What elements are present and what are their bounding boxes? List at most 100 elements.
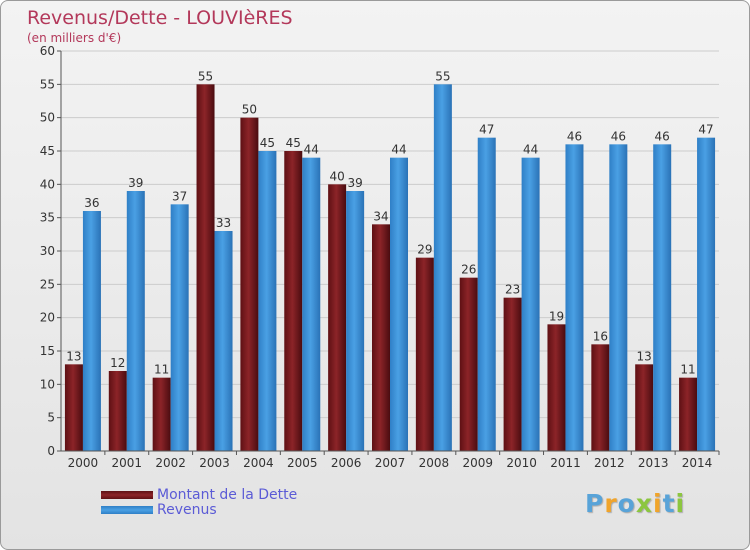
legend-item-dette: Montant de la Dette (101, 487, 297, 503)
data-label-dette: 34 (373, 209, 388, 223)
data-label-dette: 16 (593, 329, 608, 343)
data-label-revenus: 33 (216, 216, 231, 230)
x-tick-label: 2001 (112, 456, 143, 470)
data-label-dette: 40 (329, 169, 344, 183)
data-label-dette: 23 (505, 283, 520, 297)
y-tick-label: 30 (40, 244, 55, 258)
bar-dette (459, 277, 478, 451)
bar-dette (591, 344, 610, 451)
x-tick-label: 2013 (638, 456, 669, 470)
bar-revenus (433, 84, 452, 451)
proxiti-logo: Proxiti (585, 489, 686, 518)
y-tick-label: 0 (47, 444, 55, 458)
y-tick-label: 35 (40, 211, 55, 225)
chart-subtitle: (en milliers d'€) (27, 31, 122, 45)
data-label-revenus: 37 (172, 189, 187, 203)
bar-dette (196, 84, 215, 451)
data-label-revenus: 47 (479, 123, 494, 137)
y-tick-label: 15 (40, 344, 55, 358)
bar-revenus (609, 144, 628, 452)
bar-revenus (170, 204, 189, 451)
bar-dette (284, 151, 303, 451)
chart-title: Revenus/Dette - LOUVIèRES (27, 7, 293, 29)
x-tick-label: 2014 (682, 456, 713, 470)
data-label-revenus: 39 (128, 176, 143, 190)
y-tick-label: 5 (47, 411, 55, 425)
bar-dette (152, 377, 171, 451)
bar-dette (108, 371, 127, 451)
bar-dette (503, 297, 522, 451)
bar-revenus (126, 191, 145, 451)
y-tick-label: 10 (40, 377, 55, 391)
x-tick-label: 2006 (331, 456, 362, 470)
x-tick-label: 2010 (506, 456, 537, 470)
data-label-revenus: 46 (655, 129, 670, 143)
data-label-dette: 29 (417, 243, 432, 257)
data-label-dette: 26 (461, 263, 476, 277)
data-label-dette: 55 (198, 69, 213, 83)
y-tick-label: 25 (40, 277, 55, 291)
bar-revenus (697, 137, 716, 451)
x-tick-label: 2003 (199, 456, 230, 470)
y-tick-label: 20 (40, 311, 55, 325)
bar-dette (64, 364, 83, 451)
x-tick-label: 2009 (462, 456, 493, 470)
x-tick-label: 2011 (550, 456, 581, 470)
x-tick-label: 2008 (419, 456, 450, 470)
data-label-dette: 13 (66, 349, 81, 363)
x-tick-label: 2005 (287, 456, 318, 470)
data-label-revenus: 55 (435, 69, 450, 83)
bar-revenus (390, 157, 408, 451)
bar-revenus (302, 157, 321, 451)
bar-revenus (565, 144, 584, 452)
data-label-revenus: 46 (567, 129, 582, 143)
x-tick-label: 2012 (594, 456, 625, 470)
y-tick-label: 45 (40, 144, 55, 158)
y-tick-label: 40 (40, 177, 55, 191)
data-label-revenus: 45 (260, 136, 275, 150)
bar-revenus (258, 151, 277, 451)
axes: 0 5 10 15 20 25 30 35 40 45 50 55 60 2000 2001 2002 2003… (40, 44, 720, 470)
x-tick-label: 2007 (375, 456, 406, 470)
x-tick-label: 2000 (68, 456, 99, 470)
data-label-dette: 11 (680, 363, 695, 377)
data-label-revenus: 44 (391, 143, 406, 157)
bar-dette (415, 257, 434, 451)
legend-label-revenus: Revenus (157, 502, 217, 518)
bar-dette (328, 184, 347, 452)
x-tick-label: 2002 (155, 456, 186, 470)
bar-dette (240, 117, 259, 452)
legend-swatch-dette (101, 491, 153, 499)
data-label-dette: 45 (286, 136, 301, 150)
data-label-revenus: 44 (523, 143, 538, 157)
y-tick-label: 50 (40, 111, 55, 125)
y-tick-label: 55 (40, 77, 55, 91)
data-label-dette: 19 (549, 309, 564, 323)
bar-dette (679, 377, 698, 451)
bar-dette (372, 224, 390, 451)
data-label-revenus: 39 (347, 176, 362, 190)
y-tick-label: 60 (40, 44, 55, 58)
bar-revenus (346, 191, 365, 451)
bar-revenus (82, 211, 101, 451)
data-label-revenus: 47 (698, 123, 713, 137)
bars (64, 84, 716, 452)
bar-revenus (477, 137, 496, 451)
data-label-dette: 13 (637, 349, 652, 363)
legend-label-dette: Montant de la Dette (157, 487, 298, 503)
bar-dette (547, 324, 566, 451)
data-label-revenus: 46 (611, 129, 626, 143)
data-label-revenus: 36 (84, 196, 99, 210)
data-label-revenus: 44 (304, 143, 319, 157)
bar-revenus (653, 144, 672, 452)
data-label-dette: 50 (242, 103, 257, 117)
data-label-dette: 11 (154, 363, 169, 377)
bar-revenus (521, 157, 540, 451)
x-tick-label: 2004 (243, 456, 274, 470)
legend-item-revenus: Revenus (101, 502, 217, 518)
bar-revenus (214, 231, 233, 451)
legend-swatch-revenus (101, 506, 153, 514)
